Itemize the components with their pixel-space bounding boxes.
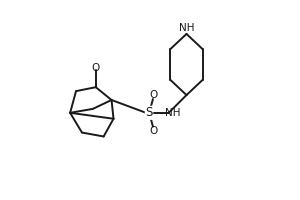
Text: O: O	[150, 126, 158, 136]
Text: O: O	[150, 90, 158, 100]
Text: S: S	[145, 106, 153, 119]
Text: NH: NH	[165, 108, 181, 118]
Text: O: O	[92, 63, 100, 73]
Text: NH: NH	[179, 23, 195, 33]
